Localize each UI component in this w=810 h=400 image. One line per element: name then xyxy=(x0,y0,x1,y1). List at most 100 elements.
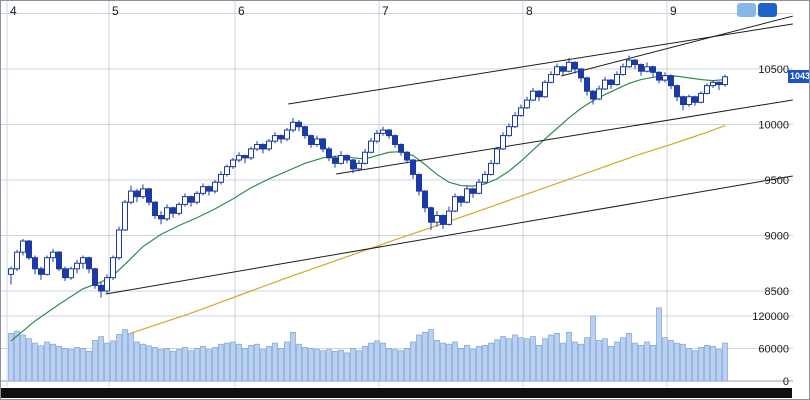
volume-bar xyxy=(596,340,602,382)
volume-bar xyxy=(92,340,98,382)
candle-body xyxy=(488,162,494,175)
candle-body xyxy=(656,71,662,81)
candle-body xyxy=(650,66,656,73)
candle-body xyxy=(416,173,422,192)
volume-bar xyxy=(386,348,392,382)
volume-bar xyxy=(134,341,140,382)
candle-body xyxy=(206,186,212,192)
volume-bar xyxy=(584,337,590,382)
chart-settings-icon[interactable] xyxy=(758,3,777,17)
volume-bar xyxy=(404,348,410,382)
candle-body xyxy=(332,157,338,164)
candle-body xyxy=(494,148,500,164)
candle-body xyxy=(536,90,542,98)
candle-body xyxy=(686,96,692,106)
candle-body xyxy=(326,148,332,159)
volume-bar xyxy=(602,338,608,382)
candle-body xyxy=(710,81,716,87)
chart-toolbar xyxy=(737,3,777,17)
candle-body xyxy=(458,196,464,203)
candle-body xyxy=(560,66,566,72)
candle-body xyxy=(692,96,698,103)
candle-body xyxy=(512,115,518,128)
candle-body xyxy=(14,251,20,270)
candle-body xyxy=(542,81,548,98)
candle-body xyxy=(26,240,32,259)
candle-body xyxy=(80,257,86,264)
candle-body xyxy=(32,257,38,270)
volume-bar xyxy=(650,344,656,382)
candle-body xyxy=(614,74,620,86)
volume-bar xyxy=(320,350,326,382)
volume-bar xyxy=(32,342,38,382)
candle-body xyxy=(554,66,560,76)
volume-bar xyxy=(506,338,512,382)
candle-body xyxy=(590,90,596,100)
current-price-value: 10430 xyxy=(790,71,810,81)
volume-bar xyxy=(236,343,242,382)
bottom-scrollbar[interactable] xyxy=(1,388,792,398)
candle-body xyxy=(698,92,704,103)
volume-bar xyxy=(500,336,506,382)
candle-body xyxy=(392,135,398,145)
candle-body xyxy=(668,75,674,87)
candle-body xyxy=(266,140,272,150)
volume-tick-label: 120000 xyxy=(752,311,789,323)
volume-bar xyxy=(188,350,194,382)
volume-bar xyxy=(194,348,200,382)
volume-bar xyxy=(62,348,68,382)
candle-body xyxy=(92,268,98,286)
month-label: 9 xyxy=(670,4,677,18)
volume-bar xyxy=(266,346,272,382)
ma-long-line xyxy=(130,125,726,334)
volume-bar xyxy=(86,350,92,382)
volume-bar xyxy=(212,347,218,382)
volume-bar xyxy=(524,338,530,382)
candle-body xyxy=(140,188,146,198)
candle-body xyxy=(386,129,392,137)
candle-body xyxy=(572,61,578,70)
volume-bar xyxy=(458,348,464,382)
candle-body xyxy=(74,262,80,270)
volume-bar xyxy=(20,334,26,382)
candle-body xyxy=(218,173,224,183)
volume-bar xyxy=(260,349,266,382)
candle-body xyxy=(356,162,362,170)
volume-bar xyxy=(128,333,134,382)
volume-bar xyxy=(140,343,146,382)
volume-bar xyxy=(416,334,422,382)
candle-body xyxy=(380,129,386,134)
volume-bar xyxy=(98,336,104,382)
candle-body xyxy=(44,257,50,275)
candle-body xyxy=(146,188,152,203)
volume-bar xyxy=(710,346,716,382)
volume-bar xyxy=(608,346,614,382)
volume-bar xyxy=(308,348,314,382)
volume-bar xyxy=(392,349,398,382)
volume-bar xyxy=(254,343,260,382)
candle-body xyxy=(506,126,512,137)
candle-body xyxy=(500,135,506,150)
volume-tick-label: 0 xyxy=(783,376,789,388)
volume-bar xyxy=(566,331,572,382)
volume-bar xyxy=(170,350,176,382)
candle-body xyxy=(290,121,296,131)
candle-body xyxy=(296,121,302,128)
chart-style-icon[interactable] xyxy=(737,3,756,17)
volume-bar xyxy=(434,340,440,382)
volume-bar xyxy=(326,349,332,382)
candle-body xyxy=(722,76,728,86)
volume-bar xyxy=(398,350,404,382)
volume-bar xyxy=(314,349,320,382)
candle-body xyxy=(230,159,236,168)
volume-bar xyxy=(158,349,164,382)
volume-bar xyxy=(44,341,50,382)
candle-body xyxy=(248,148,254,159)
candle-body xyxy=(482,173,488,183)
volume-bar xyxy=(632,342,638,382)
candle-body xyxy=(530,90,536,101)
candle-body xyxy=(116,229,122,259)
volume-bar xyxy=(302,347,308,382)
candle-body xyxy=(404,151,410,161)
